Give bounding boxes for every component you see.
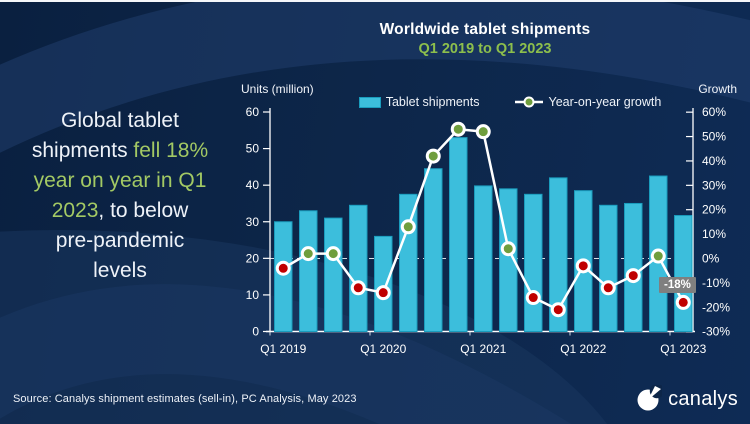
canalys-logo: canalys [635,385,738,413]
x-axis-label: Q1 2021 [460,342,506,356]
growth-marker-q3-2019 [325,246,341,262]
growth-marker-q2-2021 [500,241,516,257]
left-axis-tick-label: 30 [246,215,260,229]
bar-q4-2021 [549,177,568,332]
right-axis-title: Growth [698,82,737,96]
key-message-line: pre-pandemic [6,226,234,256]
key-message-highlight: fell 18% [133,139,209,162]
legend-bars-label: Tablet shipments [385,95,480,109]
x-axis-label: Q1 2020 [360,342,406,356]
source-attribution: Source: Canalys shipment estimates (sell… [13,393,357,405]
key-message-text: shipments [31,139,134,162]
page-subtitle: Q1 2019 to Q1 2023 [418,41,552,57]
chart-legend: Tablet shipments Year-on-year growth [340,95,680,109]
right-axis-tick-label: 10% [702,227,726,241]
growth-marker-q2-2022 [600,280,616,296]
right-axis-tick-label: 60% [702,105,726,119]
bar-q2-2019 [299,210,318,332]
left-axis-tick-label: 60 [246,105,260,119]
right-axis-tick-label: 20% [702,203,726,217]
right-axis-tick-label: -10% [702,276,730,290]
key-message-highlight: 2023 [51,199,99,222]
x-axis-label: Q1 2023 [660,342,706,356]
right-axis-tick-label: 40% [702,154,726,168]
top-border-strip [0,0,750,2]
growth-marker-q1-2020 [375,285,391,301]
x-axis-label: Q1 2022 [560,342,606,356]
bar-q3-2020 [424,168,443,332]
canalys-logo-icon [637,385,663,411]
left-axis-tick-label: 50 [246,142,260,156]
bar-q1-2021 [474,185,493,332]
right-axis-tick-label: 0% [702,252,720,266]
right-axis-tick-label: 50% [702,130,726,144]
left-axis-tick-label: 20 [246,251,260,265]
growth-marker-q3-2022 [625,268,641,284]
growth-marker-q1-2021 [475,124,491,140]
key-message-line: Global tablet [6,106,234,136]
right-axis-tick-label: 30% [702,178,726,192]
bar-q3-2019 [324,217,343,332]
canalys-logo-text: canalys [668,387,738,410]
growth-marker-q4-2022 [650,248,666,264]
left-axis-tick-label: 0 [252,325,259,339]
left-axis-tick-label: 40 [246,178,260,192]
growth-marker-q4-2020 [450,121,466,137]
key-message-line: 2023, to below [6,196,234,226]
key-message-text: , to below [98,199,189,222]
bar-swatch-icon [358,96,381,108]
bar-q2-2020 [399,193,418,332]
page-title: Worldwide tablet shipments [379,21,591,38]
bar-q3-2022 [624,202,643,332]
legend-line-label: Year-on-year growth [548,95,662,109]
bar-q1-2019 [274,221,293,333]
bar-q1-2023 [674,215,693,332]
bar-q4-2020 [449,137,468,332]
bar-q3-2021 [524,193,543,332]
key-message-line: year on year in Q1 [6,166,234,196]
legend-item-line: Year-on-year growth [514,95,662,109]
key-message-text: levels [93,259,147,282]
growth-marker-q2-2019 [300,246,316,262]
growth-marker-q4-2019 [350,280,366,296]
bar-q4-2019 [349,204,368,332]
key-message-line: shipments fell 18% [6,136,234,166]
legend-item-bars: Tablet shipments [358,95,480,109]
left-axis-tick-label: 10 [246,288,260,302]
right-axis-tick-label: -20% [702,300,730,314]
growth-marker-q1-2019 [275,260,291,276]
key-message-highlight: year on year in Q1 [33,169,207,192]
growth-marker-q2-2020 [400,219,416,235]
growth-marker-q3-2021 [525,290,541,306]
bar-q2-2022 [599,204,618,332]
key-message-line: levels [6,256,234,286]
growth-marker-q1-2023 [675,294,691,310]
key-message-text: Global tablet [61,109,179,132]
growth-annotation-badge: -18% [659,277,696,293]
key-message-text: pre-pandemic [55,229,185,252]
bar-q1-2020 [374,235,393,332]
growth-marker-q4-2021 [550,302,566,318]
left-axis-title: Units (million) [241,82,314,96]
x-axis-label: Q1 2019 [260,342,306,356]
right-axis-tick-label: -30% [702,325,730,339]
key-message: Global tablet shipments fell 18% year on y… [6,106,234,286]
growth-marker-q1-2022 [575,258,591,274]
growth-marker-q3-2020 [425,148,441,164]
line-marker-icon [514,96,543,108]
